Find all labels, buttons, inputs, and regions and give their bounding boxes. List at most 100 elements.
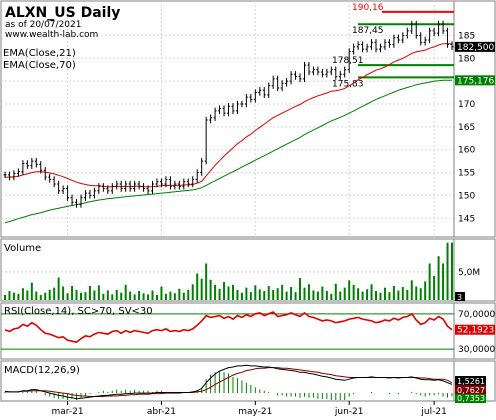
volume-bar <box>62 286 65 300</box>
volume-bar <box>375 291 378 300</box>
volume-bar <box>285 291 288 300</box>
volume-bar <box>330 293 333 300</box>
volume-bar <box>437 256 440 300</box>
rsi-tag: 52,1923 <box>457 326 494 336</box>
website-label: www.wealth-lab.com <box>5 30 98 40</box>
volume-bar <box>71 285 74 300</box>
volume-bar <box>200 278 203 300</box>
volume-bar <box>361 291 364 300</box>
rsi-title: RSI(Close,14), SC>70, SV<30 <box>4 306 153 317</box>
x-tick-label: abr-21 <box>147 407 176 417</box>
price-tag: 175,176 <box>457 76 494 86</box>
volume-bar <box>236 289 239 300</box>
volume-bar <box>30 282 33 300</box>
price-tag: 182,500 <box>457 43 494 53</box>
volume-bar <box>249 292 252 300</box>
volume-bar <box>169 291 172 300</box>
volume-bar <box>26 290 29 300</box>
price-levels: 190,16 187,45 178,51 175,83 <box>332 3 454 89</box>
volume-bars <box>4 242 453 300</box>
volume-bar <box>451 242 453 300</box>
x-tick-label: jun-21 <box>334 407 364 417</box>
x-tick-label: jul-21 <box>420 407 446 417</box>
volume-bar <box>357 288 360 300</box>
volume-bar <box>79 292 82 300</box>
volume-bar <box>383 287 386 300</box>
volume-bar <box>366 289 369 300</box>
macd-tag-box-1 <box>455 376 486 385</box>
volume-pane: Volume 5,0M 3 <box>0 238 496 302</box>
macd-tag-1: 1,5261 <box>457 377 485 386</box>
volume-bar <box>276 288 279 300</box>
volume-bar <box>106 290 109 300</box>
x-tick-label: may-21 <box>238 407 272 417</box>
price-tick-label: 165 <box>458 123 475 133</box>
volume-bar <box>446 242 449 300</box>
macd-line <box>4 364 453 400</box>
volume-bar <box>35 291 38 300</box>
ema21-line <box>5 43 452 188</box>
price-tick-label: 145 <box>458 214 475 224</box>
volume-bar <box>53 287 56 300</box>
volume-bar <box>312 290 315 300</box>
volume-bar <box>325 291 328 300</box>
price-tick-label: 170 <box>458 100 475 110</box>
macd-tag-2: 0,7627 <box>457 386 485 395</box>
volume-bar <box>415 286 418 300</box>
volume-bar <box>21 288 24 300</box>
volume-bar <box>303 287 306 300</box>
chart-title: ALXN_US Daily <box>5 5 120 21</box>
volume-bar <box>120 292 123 300</box>
macd-tag-box-3 <box>455 394 486 403</box>
volume-bar <box>111 294 114 300</box>
volume-bar <box>227 286 230 300</box>
volume-bar <box>397 290 400 300</box>
volume-bar <box>129 291 132 300</box>
volume-bar <box>178 288 181 300</box>
volume-bar <box>343 287 346 300</box>
price-tick-label: 185 <box>458 31 475 41</box>
volume-bar <box>392 285 395 300</box>
volume-bar <box>245 287 248 300</box>
volume-bar <box>133 294 136 300</box>
volume-bar <box>410 280 413 300</box>
volume-bar <box>88 285 91 300</box>
volume-bar <box>44 292 47 300</box>
volume-bar <box>84 292 87 300</box>
price-level-label: 187,45 <box>352 26 384 36</box>
rsi-tick-label: 30,0000 <box>458 345 495 355</box>
volume-bar <box>442 263 445 300</box>
macd-title: MACD(12,26,9) <box>4 365 80 376</box>
rsi-grid <box>1 313 454 350</box>
volume-bar <box>164 293 167 300</box>
volume-bar <box>231 284 234 300</box>
price-tags: 182,500 175,176 <box>455 41 495 86</box>
volume-bar <box>57 277 60 300</box>
volume-bar <box>263 291 266 300</box>
volume-bar <box>8 291 11 300</box>
price-tag-box <box>455 75 495 86</box>
volume-bar <box>334 283 337 300</box>
volume-bar <box>173 293 176 300</box>
macd-pane: MACD(12,26,9) 1,5261 0,7627 0,7353 <box>0 360 496 403</box>
volume-bar <box>294 292 297 300</box>
volume-bar <box>272 289 275 300</box>
price-tick-label: 180 <box>458 54 475 64</box>
volume-bar <box>348 280 351 300</box>
volume-bar <box>406 289 409 300</box>
volume-bar <box>12 292 15 300</box>
volume-bar <box>17 293 20 300</box>
volume-bar <box>223 282 226 300</box>
price-y-ticks: 145150155160165170175180185 <box>458 31 475 224</box>
volume-bar <box>299 278 302 300</box>
macd-tag-box-2 <box>455 385 486 394</box>
volume-bar <box>115 289 118 300</box>
volume-bar <box>147 294 150 300</box>
price-bars <box>3 20 454 208</box>
x-axis: mar-21 abr-21 may-21 jun-21 jul-21 <box>52 401 447 417</box>
volume-bar <box>281 284 284 300</box>
volume-bar <box>254 285 257 300</box>
rsi-line <box>4 311 453 343</box>
volume-bar <box>370 284 373 300</box>
volume-bar <box>240 292 243 300</box>
